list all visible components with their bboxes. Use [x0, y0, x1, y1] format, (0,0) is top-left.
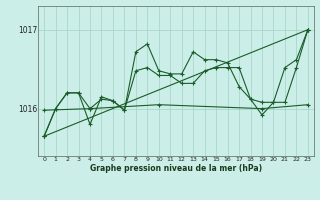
X-axis label: Graphe pression niveau de la mer (hPa): Graphe pression niveau de la mer (hPa)	[90, 164, 262, 173]
